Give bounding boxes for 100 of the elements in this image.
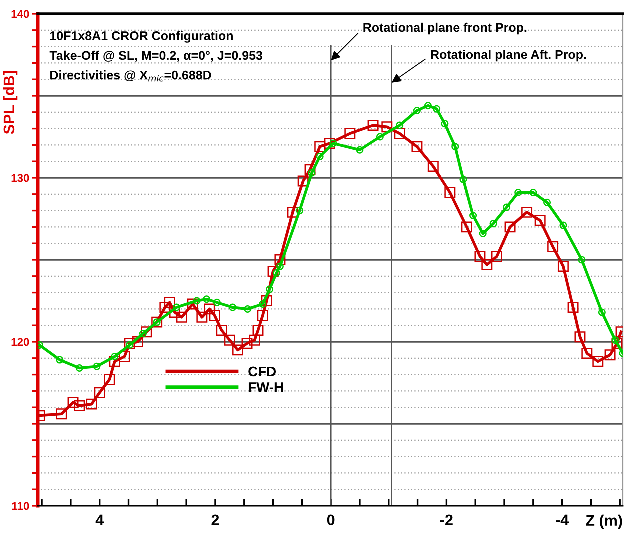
point: [314, 141, 326, 152]
point: [266, 286, 274, 294]
point: [111, 353, 119, 361]
point: [503, 204, 511, 212]
point: [474, 251, 486, 262]
point: [461, 222, 472, 233]
point: [86, 398, 98, 410]
point: [203, 296, 211, 304]
point: [568, 302, 579, 314]
point: [548, 241, 559, 252]
x-axis-title: Z (m): [586, 514, 622, 530]
point: [56, 356, 64, 364]
x-tick-label: 4: [96, 514, 104, 526]
point: [612, 338, 623, 350]
point: [232, 344, 244, 356]
point: [164, 297, 176, 308]
point: [412, 141, 423, 152]
legend-label: CFD: [248, 366, 276, 377]
point: [56, 408, 68, 420]
point: [124, 338, 136, 350]
point: [204, 304, 216, 315]
point: [324, 138, 336, 150]
y-tick-label: 110: [12, 502, 30, 510]
point: [479, 230, 487, 238]
point: [104, 374, 116, 386]
point: [530, 189, 538, 197]
point: [433, 105, 441, 113]
y-tick-label: 120: [12, 338, 30, 346]
point: [216, 325, 228, 336]
point: [94, 387, 106, 398]
point: [413, 107, 421, 115]
point: [274, 254, 286, 266]
point: [242, 338, 253, 350]
point: [119, 351, 130, 362]
point: [382, 122, 393, 133]
point: [460, 176, 468, 184]
point: [244, 305, 252, 313]
point: [582, 348, 593, 359]
point: [224, 334, 236, 346]
point: [316, 152, 324, 160]
point: [368, 120, 379, 132]
x-tick-label: -2: [440, 514, 453, 526]
point: [257, 310, 268, 322]
point: [356, 146, 364, 154]
point: [296, 207, 304, 215]
point: [74, 400, 86, 412]
point: [441, 120, 449, 128]
point: [193, 297, 201, 305]
x-tick-label: 2: [212, 514, 220, 526]
point: [187, 298, 198, 310]
point: [491, 251, 502, 262]
point: [209, 310, 220, 322]
point: [544, 198, 552, 206]
point: [252, 325, 264, 336]
point: [213, 298, 221, 306]
point: [76, 364, 84, 372]
x-tick-label: -4: [556, 514, 570, 526]
point: [394, 128, 406, 140]
point: [160, 302, 171, 314]
point: [172, 304, 180, 312]
point: [261, 296, 272, 306]
point: [249, 334, 260, 346]
text: Take-Off @ SL, M=0.2, α=0°, J=0.953: [50, 50, 263, 62]
point: [424, 102, 432, 110]
ref-line-label: Rotational plane Aft. Prop.: [431, 50, 586, 62]
point: [514, 189, 522, 197]
point: [344, 128, 356, 140]
point: [604, 350, 616, 361]
point: [196, 312, 208, 323]
y-axis-title: SPL [dB]: [3, 71, 18, 134]
point: [504, 222, 516, 233]
point: [592, 356, 604, 368]
point: [141, 326, 152, 338]
point: [558, 261, 569, 272]
point: [574, 332, 586, 343]
point: [276, 262, 284, 270]
point: [287, 206, 298, 218]
point: [298, 176, 309, 187]
point: [444, 187, 456, 198]
point: [396, 122, 404, 130]
point: [522, 206, 533, 218]
point: [176, 312, 188, 323]
y-tick-label: 130: [12, 174, 30, 182]
point: [376, 133, 384, 141]
point: [534, 215, 546, 226]
x-tick-label: 0: [327, 514, 335, 526]
point: [268, 266, 279, 277]
point: [578, 256, 586, 264]
point: [470, 212, 478, 220]
y-tick-label: 140: [12, 10, 30, 18]
point: [598, 308, 606, 316]
legend-label: FW-H: [248, 382, 284, 392]
annotation: Directivities @ X$_{mic}$=0.688D: [50, 70, 212, 82]
text: 10F1x8A1 CROR Configuration: [50, 31, 233, 43]
point: [132, 336, 144, 348]
point: [68, 397, 79, 408]
point: [304, 164, 316, 176]
point: [229, 304, 237, 312]
point: [560, 222, 568, 230]
point: [109, 356, 120, 368]
